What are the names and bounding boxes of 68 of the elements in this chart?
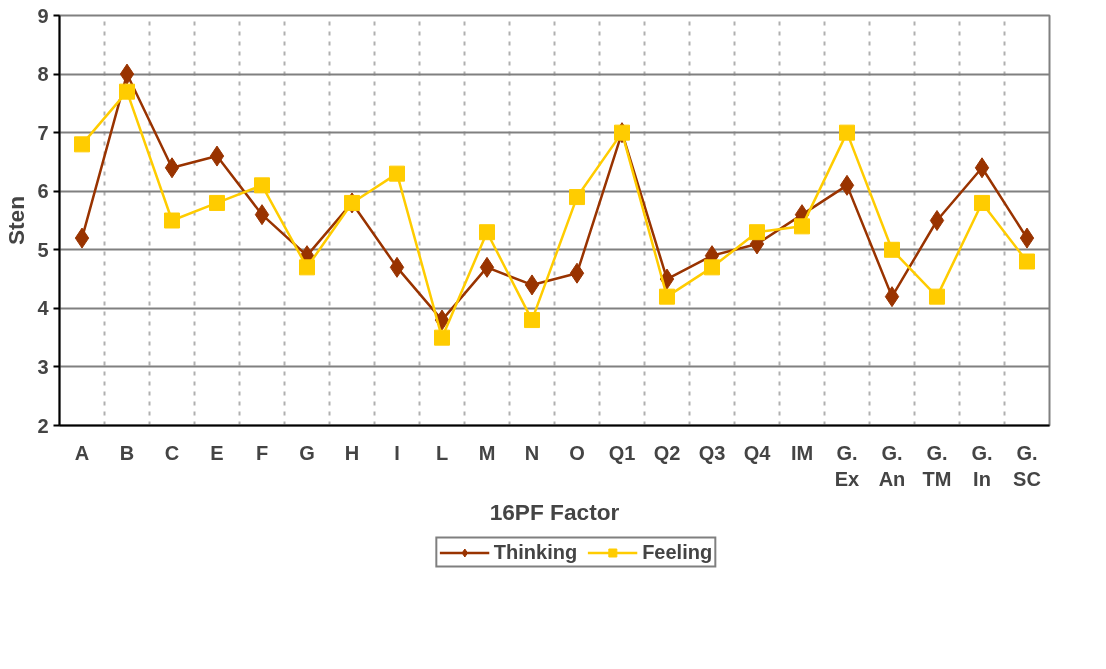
point: [839, 174, 855, 196]
x-tick-label: M: [478, 441, 496, 464]
point: [119, 63, 135, 85]
point: [794, 218, 810, 235]
point: [974, 194, 990, 211]
x-tick-label: I: [394, 441, 400, 464]
x-tick-label: Q4: [743, 441, 772, 464]
point: [929, 210, 945, 231]
x-tick-label: G. An: [878, 441, 906, 490]
x-tick-label: E: [210, 441, 224, 464]
point: [299, 259, 315, 276]
x-tick-label: G. Ex: [834, 441, 860, 490]
x-tick-label: F: [255, 441, 269, 464]
y-tick-label: 2: [37, 414, 49, 437]
point: [659, 288, 675, 305]
y-tick-label: 3: [37, 355, 49, 378]
x-tick-label: G: [299, 441, 315, 464]
x-tick-label: G. In: [971, 441, 993, 490]
legend-label: Thinking: [493, 540, 578, 564]
x-tick-label: Q1: [608, 441, 636, 464]
point: [884, 241, 900, 258]
point: [749, 224, 765, 241]
x-tick-label: C: [164, 441, 180, 464]
point: [434, 329, 450, 346]
x-tick-label: O: [569, 441, 585, 464]
y-tick-label: 5: [37, 238, 49, 261]
point: [254, 177, 270, 194]
point: [839, 124, 855, 141]
y-tick-label: 7: [37, 121, 49, 144]
point: [74, 136, 90, 153]
y-tick-label: 9: [37, 4, 49, 27]
point: [164, 157, 180, 179]
point: [704, 259, 720, 276]
point: [569, 262, 585, 284]
point: [884, 286, 900, 308]
point: [974, 157, 990, 179]
point: [479, 224, 495, 241]
point: [74, 227, 90, 249]
point: [209, 194, 225, 211]
point: [1019, 227, 1035, 249]
y-axis-title: Sten: [3, 195, 30, 246]
x-tick-label: G. TM: [922, 441, 952, 490]
legend-label: Feeling: [642, 540, 713, 564]
x-tick-label: IM: [790, 441, 814, 464]
point: [1019, 253, 1035, 270]
point: [119, 83, 135, 100]
point: [929, 288, 945, 305]
y-tick-label: 4: [37, 297, 50, 320]
point: [479, 256, 495, 278]
point: [524, 312, 540, 329]
x-tick-label: L: [435, 441, 449, 464]
point: [209, 145, 225, 167]
point: [389, 165, 405, 182]
x-axis-title: 16PF Factor: [489, 498, 620, 525]
point: [524, 274, 540, 296]
x-tick-label: G. SC: [1013, 441, 1041, 490]
x-tick-label: Q3: [698, 441, 726, 464]
y-tick-label: 6: [37, 180, 49, 203]
x-tick-label: Q2: [653, 441, 681, 464]
x-tick-label: A: [74, 441, 90, 464]
x-tick-label: N: [524, 441, 540, 464]
y-tick-label: 8: [37, 63, 49, 86]
x-tick-label: B: [119, 441, 135, 464]
point: [569, 189, 585, 206]
point: [254, 204, 270, 226]
point: [389, 256, 405, 278]
point: [164, 212, 180, 229]
x-tick-label: H: [344, 441, 360, 464]
